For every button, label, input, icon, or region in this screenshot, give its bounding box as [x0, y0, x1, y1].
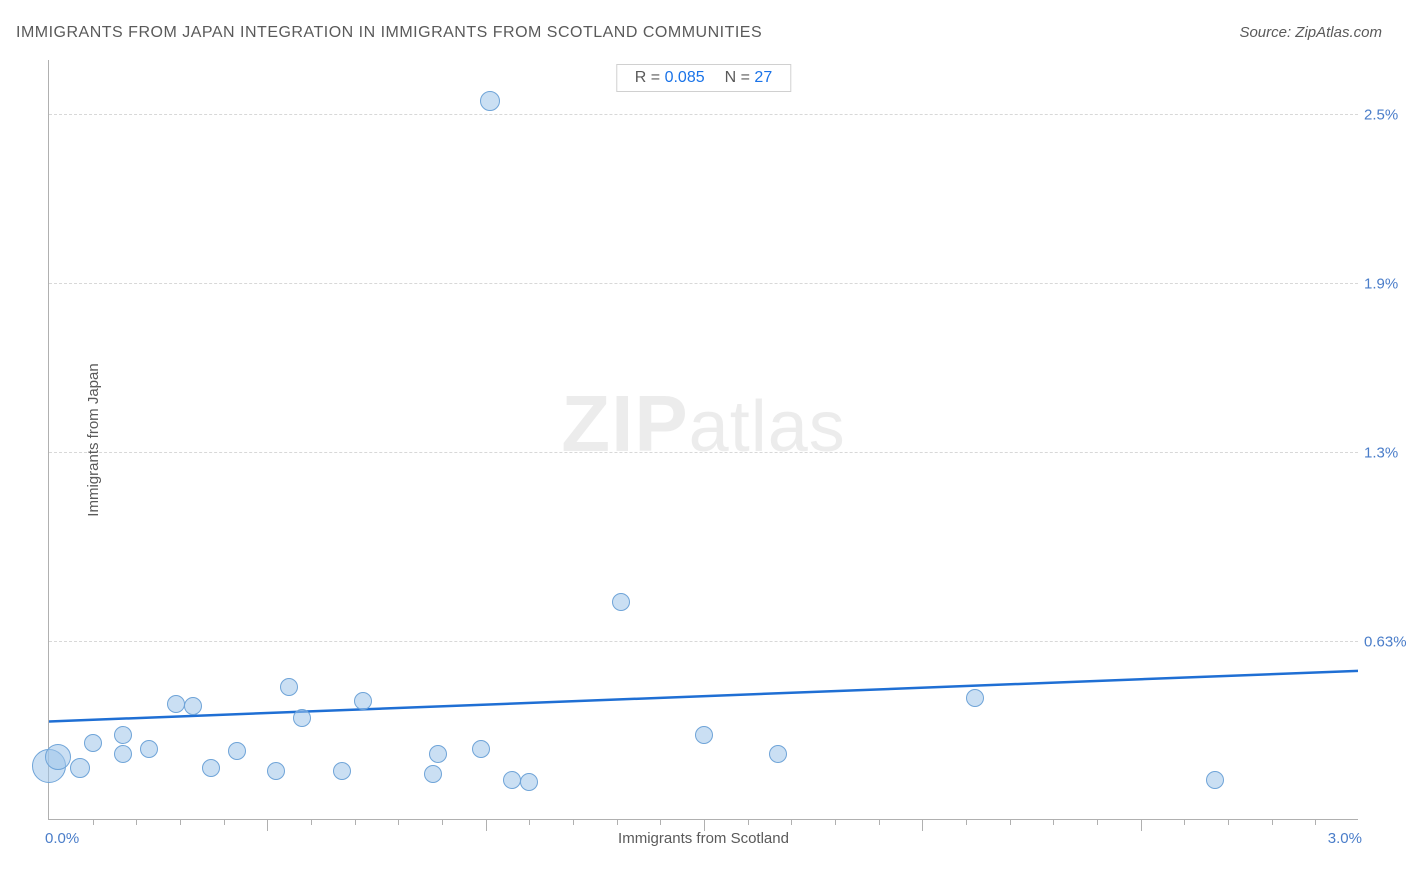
source-label: Source: ZipAtlas.com — [1239, 24, 1382, 41]
x-tick — [136, 819, 137, 825]
scatter-point — [167, 695, 185, 713]
y-tick-label: 1.9% — [1364, 276, 1406, 293]
x-tick — [1272, 819, 1273, 825]
scatter-point — [520, 773, 538, 791]
scatter-point — [267, 762, 285, 780]
x-tick — [791, 819, 792, 825]
scatter-point — [114, 726, 132, 744]
grid-line — [49, 452, 1358, 453]
x-tick-label-max: 3.0% — [1328, 830, 1362, 847]
x-tick — [1053, 819, 1054, 825]
stat-box: R = 0.085 N = 27 — [616, 64, 791, 92]
scatter-point — [140, 740, 158, 758]
watermark: ZIPatlas — [561, 378, 846, 470]
x-tick — [355, 819, 356, 825]
n-label: N = — [725, 69, 755, 86]
x-tick — [879, 819, 880, 825]
x-tick — [486, 819, 487, 831]
x-tick — [398, 819, 399, 825]
grid-line — [49, 114, 1358, 115]
x-tick — [180, 819, 181, 825]
scatter-point — [333, 762, 351, 780]
x-tick — [922, 819, 923, 831]
scatter-point — [280, 678, 298, 696]
x-tick — [224, 819, 225, 825]
x-tick — [573, 819, 574, 825]
x-tick — [1141, 819, 1142, 831]
scatter-point — [354, 692, 372, 710]
x-tick — [1097, 819, 1098, 825]
y-tick-label: 1.3% — [1364, 445, 1406, 462]
x-axis-label: Immigrants from Scotland — [618, 830, 789, 847]
grid-line — [49, 641, 1358, 642]
x-tick — [1184, 819, 1185, 825]
scatter-point — [472, 740, 490, 758]
n-value: 27 — [754, 69, 772, 86]
chart-title: IMMIGRANTS FROM JAPAN INTEGRATION IN IMM… — [16, 24, 762, 42]
r-value: 0.085 — [665, 69, 705, 86]
x-tick — [1228, 819, 1229, 825]
y-tick-label: 2.5% — [1364, 107, 1406, 124]
x-tick-label-min: 0.0% — [45, 830, 79, 847]
x-tick — [442, 819, 443, 825]
x-tick — [529, 819, 530, 825]
x-tick — [660, 819, 661, 825]
scatter-point — [769, 745, 787, 763]
scatter-point — [293, 709, 311, 727]
scatter-point — [1206, 771, 1224, 789]
scatter-point — [228, 742, 246, 760]
trend-line — [49, 671, 1358, 722]
scatter-point — [429, 745, 447, 763]
trend-line-svg — [49, 60, 1358, 819]
x-tick — [267, 819, 268, 831]
y-axis-label: Immigrants from Japan — [85, 363, 102, 516]
x-tick — [1315, 819, 1316, 825]
scatter-point — [424, 765, 442, 783]
scatter-point — [966, 689, 984, 707]
x-tick — [311, 819, 312, 825]
x-tick — [1010, 819, 1011, 825]
watermark-atlas: atlas — [689, 387, 846, 467]
scatter-point — [202, 759, 220, 777]
scatter-point — [612, 593, 630, 611]
scatter-point — [695, 726, 713, 744]
grid-line — [49, 283, 1358, 284]
plot-area: ZIPatlas 0.63%1.3%1.9%2.5% 0.0% 3.0% Imm… — [48, 60, 1358, 820]
watermark-zip: ZIP — [561, 379, 688, 468]
scatter-point — [45, 744, 71, 770]
x-tick — [617, 819, 618, 825]
x-tick — [835, 819, 836, 825]
x-tick — [93, 819, 94, 825]
scatter-point — [70, 758, 90, 778]
scatter-point — [114, 745, 132, 763]
scatter-point — [503, 771, 521, 789]
scatter-point — [84, 734, 102, 752]
r-label: R = — [635, 69, 665, 86]
scatter-point — [480, 91, 500, 111]
x-tick — [966, 819, 967, 825]
x-tick — [748, 819, 749, 825]
y-tick-label: 0.63% — [1364, 633, 1406, 650]
scatter-point — [184, 697, 202, 715]
